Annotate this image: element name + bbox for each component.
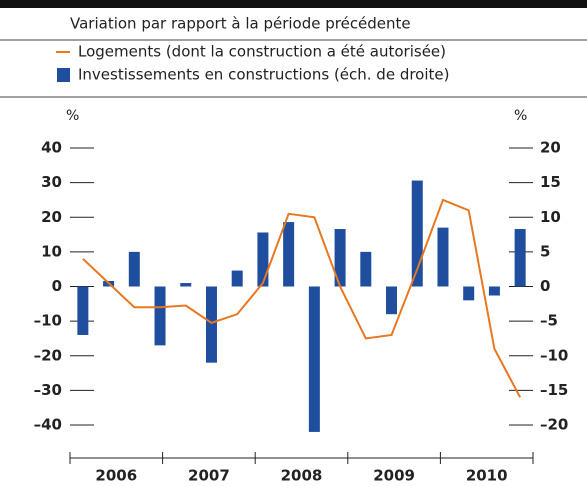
bar (488, 286, 500, 296)
bar (334, 229, 346, 287)
y2-tick-label: 5 (540, 242, 550, 260)
y2-tick-label: –10 (540, 346, 568, 364)
bar (360, 251, 372, 287)
legend-label: Logements (dont la construction a été au… (78, 43, 446, 61)
bar (154, 286, 166, 346)
top-bar (0, 0, 587, 8)
bar (463, 286, 475, 301)
y2-tick-label: 10 (540, 208, 561, 226)
y-tick-label: –20 (34, 346, 62, 364)
y2-axis-label: % (514, 108, 527, 124)
bar (180, 283, 192, 287)
bar (386, 286, 398, 315)
y2-tick-label: 0 (540, 277, 550, 295)
y2-tick-label: 15 (540, 173, 561, 191)
bar (77, 286, 89, 335)
x-tick-label: 2007 (188, 467, 230, 485)
bar (308, 286, 320, 432)
y-axis-label: % (66, 108, 79, 124)
legend-label: Investissements en constructions (éch. d… (78, 66, 450, 84)
x-tick-label: 2009 (373, 467, 415, 485)
y-tick-label: 20 (41, 208, 62, 226)
y2-tick-label: –5 (540, 312, 558, 330)
y2-tick-label: –15 (540, 381, 568, 399)
y-tick-label: 10 (41, 242, 62, 260)
y-tick-label: 40 (41, 139, 62, 157)
y-tick-label: –30 (34, 381, 62, 399)
x-tick-label: 2008 (281, 467, 323, 485)
y-tick-label: 0 (52, 277, 62, 295)
bar (437, 227, 449, 287)
y-tick-label: 30 (41, 173, 62, 191)
bar (231, 270, 243, 287)
y-tick-label: –10 (34, 312, 62, 330)
bar (257, 232, 269, 287)
bar (411, 180, 423, 287)
bar (283, 222, 295, 287)
x-tick-label: 2006 (95, 467, 137, 485)
bar (128, 251, 140, 287)
chart-title: Variation par rapport à la période précé… (70, 15, 411, 33)
y-tick-label: –40 (34, 416, 62, 434)
legend-swatch (57, 68, 70, 82)
bar (205, 286, 217, 363)
y2-tick-label: –20 (540, 416, 568, 434)
line (82, 198, 522, 398)
bar (514, 229, 526, 287)
x-tick-label: 2010 (466, 467, 508, 485)
y2-tick-label: 20 (540, 139, 561, 157)
